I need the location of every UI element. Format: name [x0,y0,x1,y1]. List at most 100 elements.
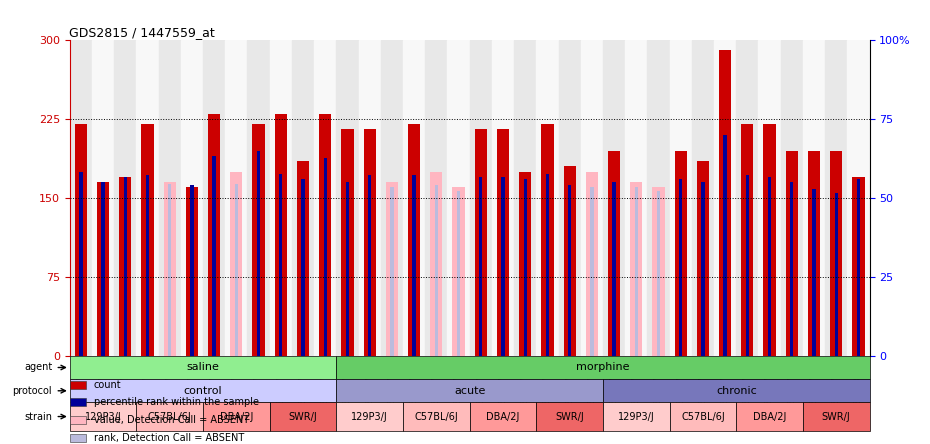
Bar [168,184,171,356]
Bar [586,171,598,356]
Bar [808,151,820,356]
Bar [631,182,643,356]
Bar [79,171,83,356]
Bar [591,187,593,356]
Bar [737,402,803,431]
Bar [337,379,603,402]
Text: percentile rank within the sample: percentile rank within the sample [94,397,259,407]
Bar [857,179,860,356]
Text: rank, Detection Call = ABSENT: rank, Detection Call = ABSENT [94,433,245,443]
Text: agent: agent [24,362,52,373]
Bar [159,40,180,356]
Bar [612,182,616,356]
Bar [546,174,549,356]
Bar [746,175,749,356]
Bar [337,402,403,431]
Bar [234,184,238,356]
Bar [724,135,727,356]
Text: count: count [94,380,122,389]
Bar [364,130,376,356]
Bar [790,182,793,356]
Bar [212,156,216,356]
Bar [146,175,149,356]
Bar [786,151,798,356]
Bar [524,179,527,356]
Bar [391,187,393,356]
Bar [768,177,771,356]
Bar [514,40,537,356]
Text: strain: strain [24,412,52,421]
Bar [780,40,803,356]
Bar [564,166,576,356]
Bar [541,124,553,356]
Bar [319,114,331,356]
Bar [97,182,109,356]
Text: DBA/2J: DBA/2J [219,412,253,421]
Text: C57BL/6J: C57BL/6J [681,412,724,421]
Bar [497,130,509,356]
Bar [803,40,825,356]
Bar [501,177,505,356]
Bar [231,171,243,356]
Bar [386,182,398,356]
Bar [274,114,287,356]
Bar [719,51,731,356]
Text: DBA/2J: DBA/2J [486,412,520,421]
Bar [452,187,465,356]
Bar [101,182,105,356]
Bar [70,379,337,402]
Bar [634,187,638,356]
Bar [368,175,371,356]
Text: C57BL/6J: C57BL/6J [148,412,192,421]
Bar [203,402,270,431]
Text: control: control [184,386,222,396]
Text: SWR/J: SWR/J [555,412,584,421]
Bar [603,379,870,402]
Bar [70,356,337,379]
Bar [208,114,220,356]
Bar [764,124,776,356]
Bar [119,177,131,356]
Bar [559,40,580,356]
Bar [92,40,114,356]
Bar [70,402,137,431]
Bar [314,40,337,356]
Bar [408,124,420,356]
Bar [279,174,283,356]
Bar [759,40,780,356]
Bar [447,40,470,356]
Text: 129P3/J: 129P3/J [618,412,655,421]
Text: morphine: morphine [577,362,630,373]
Bar [670,402,737,431]
Bar [692,40,714,356]
Bar [292,40,314,356]
Bar [737,40,759,356]
Bar [825,40,847,356]
Bar [337,40,359,356]
Bar [225,40,247,356]
Bar [580,40,603,356]
Bar [701,182,705,356]
Text: chronic: chronic [716,386,757,396]
Bar [674,151,687,356]
Bar [492,40,514,356]
Bar [537,402,603,431]
Text: acute: acute [454,386,485,396]
Bar [670,40,692,356]
Bar [186,187,198,356]
Bar [403,40,425,356]
Bar [431,171,443,356]
Text: GDS2815 / 1447559_at: GDS2815 / 1447559_at [69,26,215,39]
Bar [180,40,203,356]
Bar [603,40,625,356]
Text: 129P3/J: 129P3/J [85,412,122,421]
Text: SWR/J: SWR/J [288,412,317,421]
Bar [603,402,670,431]
Bar [141,124,153,356]
Text: value, Detection Call = ABSENT: value, Detection Call = ABSENT [94,415,249,425]
Text: protocol: protocol [12,386,52,396]
Bar [474,130,487,356]
Bar [403,402,470,431]
Bar [247,40,270,356]
Bar [341,130,353,356]
